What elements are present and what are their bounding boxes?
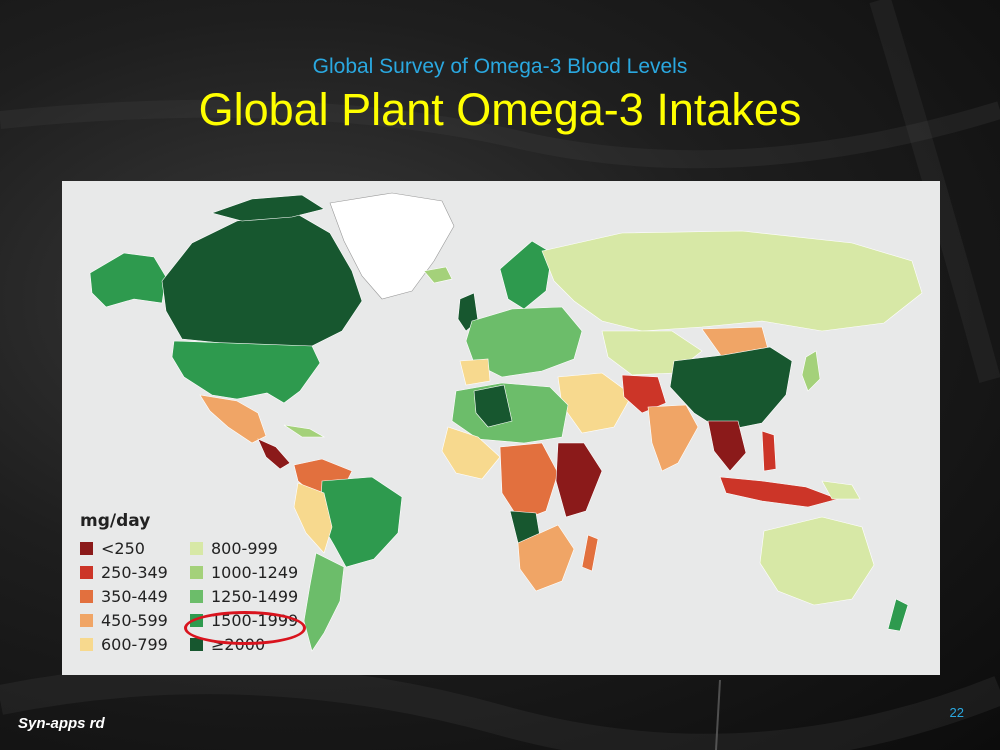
legend-item: 1250-1499	[190, 585, 320, 607]
legend-label: 600-799	[101, 634, 168, 654]
region-iberia	[459, 358, 491, 386]
region-arctic-islands	[210, 194, 325, 222]
region-china	[669, 346, 793, 432]
legend-swatch	[80, 637, 93, 651]
legend-item: 450-599	[80, 609, 190, 631]
region-caribbean	[283, 424, 326, 438]
region-central-america	[257, 438, 291, 470]
legend-swatch	[190, 565, 203, 579]
region-usa	[171, 340, 321, 404]
legend-item: 350-449	[80, 585, 190, 607]
region-europe	[465, 306, 583, 378]
legend-title: mg/day	[80, 511, 151, 531]
page-number: 22	[949, 705, 964, 720]
region-india	[647, 404, 699, 472]
region-iceland	[423, 266, 453, 284]
legend-item: 800-999	[190, 537, 320, 559]
region-greenland	[329, 192, 455, 300]
region-indonesia	[719, 476, 839, 508]
region-scandinavia	[499, 240, 553, 310]
region-west-africa	[441, 426, 501, 480]
highlight-circle	[184, 611, 306, 645]
slide-title: Global Plant Omega-3 Intakes	[198, 84, 802, 135]
region-new-zealand	[887, 598, 909, 632]
region-brazil	[319, 476, 403, 568]
world-map-panel: mg/day <250 800-999 250-349 1000-1249 350-44…	[62, 181, 940, 675]
region-australia	[759, 516, 875, 606]
region-madagascar	[581, 534, 599, 572]
region-mexico	[199, 394, 267, 444]
region-papua	[821, 480, 861, 500]
legend-swatch	[80, 589, 93, 603]
legend-label: 800-999	[211, 538, 278, 558]
map-legend: mg/day <250 800-999 250-349 1000-1249 350-44…	[80, 511, 330, 671]
region-southern-africa	[517, 524, 575, 592]
legend-swatch	[80, 613, 93, 627]
legend-item: 1000-1249	[190, 561, 320, 583]
legend-swatch	[190, 637, 203, 651]
legend-label: 250-349	[101, 562, 168, 582]
region-alaska	[89, 252, 167, 308]
legend-label: 350-449	[101, 586, 168, 606]
region-middle-east	[557, 372, 633, 434]
legend-label: <250	[101, 538, 145, 558]
region-japan	[801, 350, 821, 392]
legend-item: 600-799	[80, 633, 190, 655]
legend-swatch	[80, 541, 93, 555]
footer-brand: Syn-apps rd	[18, 715, 105, 732]
region-algeria	[473, 384, 513, 428]
region-east-africa	[555, 442, 603, 518]
region-southeast-asia	[707, 420, 747, 472]
legend-item: 250-349	[80, 561, 190, 583]
region-argentina	[303, 552, 345, 652]
region-canada	[161, 210, 363, 350]
legend-item: <250	[80, 537, 190, 559]
region-central-africa	[499, 442, 559, 522]
slide-subtitle: Global Survey of Omega-3 Blood Levels	[312, 55, 688, 78]
region-peru-bolivia	[293, 482, 333, 554]
legend-label: 1250-1499	[211, 586, 299, 606]
region-philippines	[761, 430, 777, 472]
legend-label: 450-599	[101, 610, 168, 630]
region-russia	[541, 230, 923, 332]
world-map	[89, 192, 923, 652]
legend-swatch	[190, 541, 203, 555]
legend-swatch	[190, 589, 203, 603]
legend-swatch	[80, 565, 93, 579]
legend-label: 1000-1249	[211, 562, 299, 582]
